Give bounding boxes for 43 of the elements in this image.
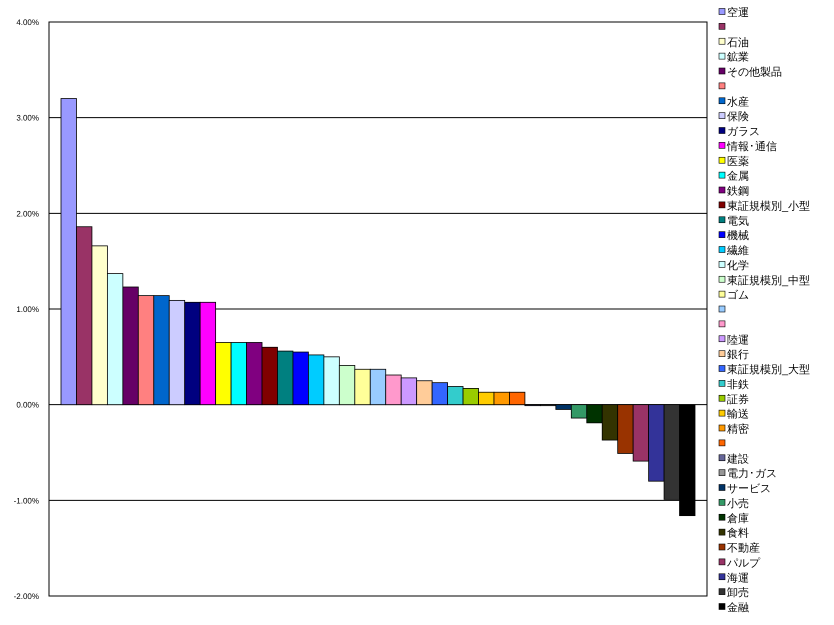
legend-label: 建設 (726, 452, 749, 466)
legend-label: 非鉄 (727, 378, 749, 391)
legend-label: 小売 (727, 496, 749, 510)
legend-label: 繊維 (726, 244, 749, 257)
y-tick-label: -2.00% (14, 592, 39, 601)
legend-label: 証券 (727, 392, 749, 406)
legend-label: 金属 (727, 170, 749, 183)
legend-label: 精密 (727, 422, 749, 436)
legend-label: 石油 (727, 36, 749, 49)
legend-label: 金融 (727, 602, 749, 614)
legend-label: 銀行 (727, 349, 749, 362)
legend-label: 鉱業 (727, 50, 749, 64)
legend-label: 機械 (727, 229, 749, 242)
legend-label: 東証規模別_大型 (727, 363, 810, 376)
legend-label: 電気 (727, 215, 749, 228)
y-tick-label: 0.00% (16, 400, 39, 410)
legend-label: 不動産 (727, 542, 760, 554)
legend-label: サービス (727, 483, 771, 495)
legend-label: 倉庫 (727, 512, 749, 525)
y-tick-label: 3.00% (16, 114, 39, 123)
legend-label: 陸運 (727, 334, 749, 346)
legend-label: パルプ (726, 556, 761, 570)
legend-label: 鉄鋼 (727, 186, 749, 198)
legend-label: 空運 (727, 6, 749, 19)
legend-label: 医薬 (727, 154, 749, 168)
legend-label: 卸売 (727, 586, 749, 600)
legend-label: 東証規模別_中型 (727, 274, 810, 287)
legend-label: ゴム (727, 290, 749, 302)
y-tick-label: 4.00% (16, 18, 39, 27)
y-tick-label: 2.00% (16, 209, 39, 218)
legend-label: 輸送 (727, 408, 749, 421)
legend-label: 情報･通信 (726, 140, 777, 153)
legend-label: 電力･ガス (727, 467, 777, 480)
y-tick-label: -1.00% (14, 496, 39, 506)
legend-label: 水産 (727, 95, 749, 108)
legend-label: 化学 (727, 260, 749, 272)
legend-label: その他製品 (727, 66, 782, 78)
legend-label: 食料 (727, 526, 749, 540)
y-tick-label: 1.00% (16, 305, 39, 314)
legend-label: 保険 (727, 111, 749, 124)
legend-label: 東証規模別_小型 (727, 199, 810, 212)
legend-label: ガラス (727, 126, 760, 138)
legend-label: 海運 (727, 572, 749, 584)
